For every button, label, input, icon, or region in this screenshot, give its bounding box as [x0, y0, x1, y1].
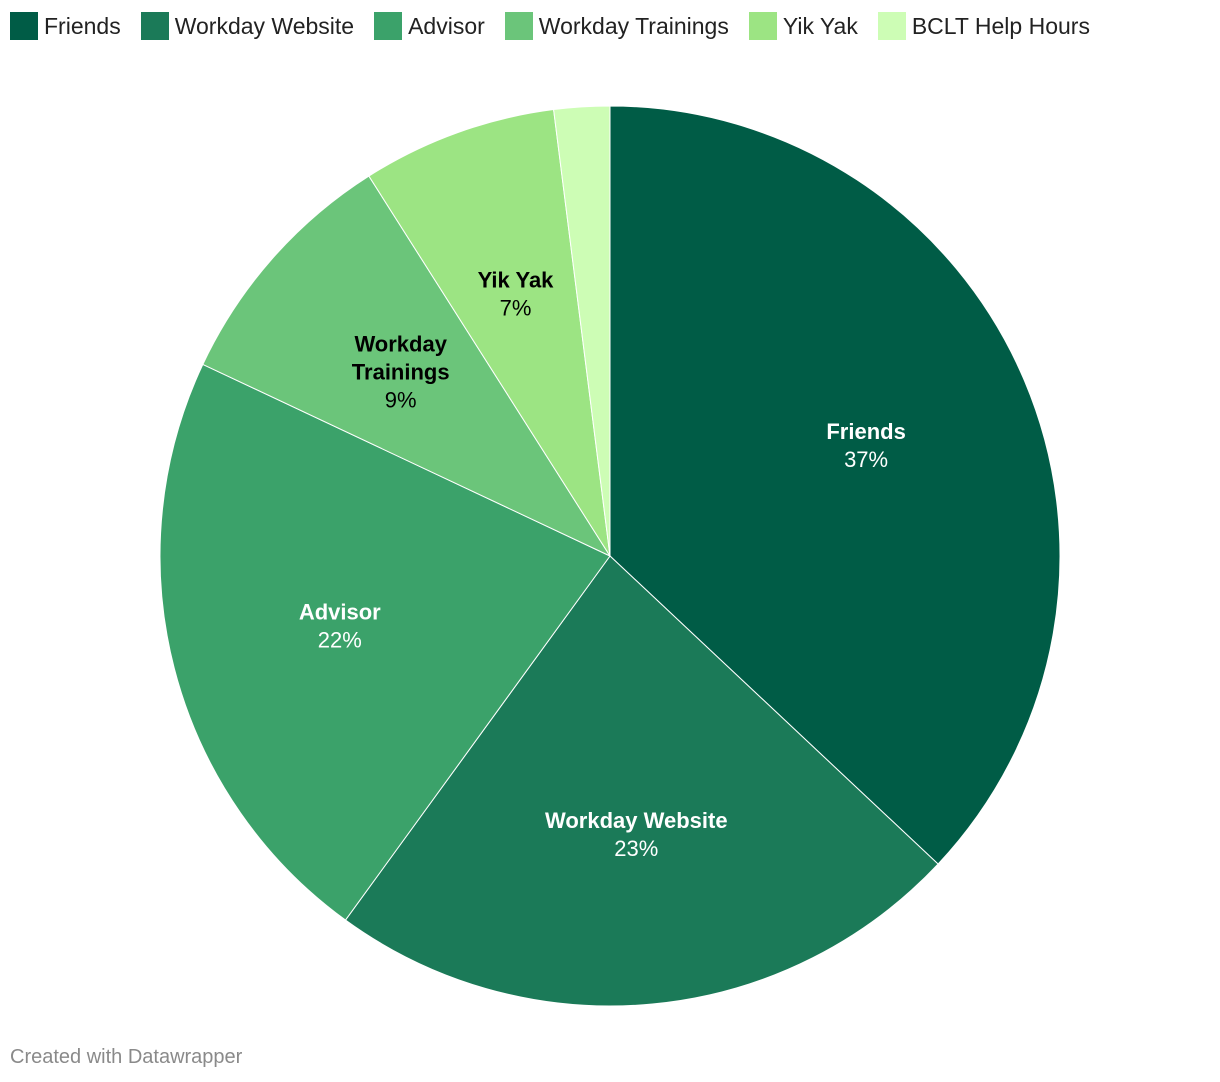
legend-swatch — [10, 12, 38, 40]
pie-slice — [202, 175, 612, 558]
credit-text: Created with Datawrapper — [10, 1046, 243, 1068]
pie-slice — [344, 555, 939, 1007]
legend-label: Friends — [44, 13, 121, 39]
pie-slice — [553, 105, 611, 557]
slice-label-value: 37% — [844, 447, 888, 472]
slice-label-name: Trainings — [352, 360, 450, 385]
slice-label-name: Workday — [354, 332, 447, 357]
slice-label: Yik Yak 7% — [478, 268, 555, 321]
slice-label: Friends 37% — [826, 419, 905, 472]
legend-label: Yik Yak — [782, 13, 858, 39]
legend-swatch — [748, 12, 777, 40]
legend-swatch — [504, 12, 533, 40]
slice-label-name: Advisor — [299, 599, 381, 624]
legend-label: Advisor — [408, 13, 485, 39]
slice-label-name: Yik Yak — [478, 268, 555, 293]
pie-slice — [368, 108, 611, 557]
legend-item: Friends — [10, 11, 121, 41]
legend-label: BCLT Help Hours — [911, 13, 1090, 39]
legend-item: Workday Website — [140, 11, 355, 41]
slice-label-name: Friends — [826, 419, 905, 444]
legend: Friends Workday Website Advisor Workday Tra… — [10, 11, 1110, 41]
legend-label: Workday Website — [174, 13, 355, 39]
slice-label: Workday Website 23% — [545, 808, 728, 861]
slice-label-value: 23% — [614, 836, 658, 861]
slice-label-name: Workday Website — [545, 808, 728, 833]
slice-label-value: 22% — [318, 627, 362, 652]
slice-label: Workday Trainings 9% — [352, 332, 450, 413]
legend-swatch — [374, 12, 403, 40]
legend-item: Yik Yak — [748, 11, 858, 41]
legend-item: Advisor — [374, 11, 485, 41]
legend-swatch — [877, 12, 906, 40]
legend-item: Workday Trainings — [504, 11, 729, 41]
slice-label-value: 7% — [500, 296, 532, 321]
legend-label: Workday Trainings — [538, 13, 729, 39]
legend-item: BCLT Help Hours — [877, 11, 1090, 41]
pie-slice — [609, 105, 1061, 865]
slice-label: Advisor 22% — [299, 599, 381, 652]
slice-label-value: 9% — [385, 388, 417, 413]
legend-swatch — [140, 12, 169, 40]
